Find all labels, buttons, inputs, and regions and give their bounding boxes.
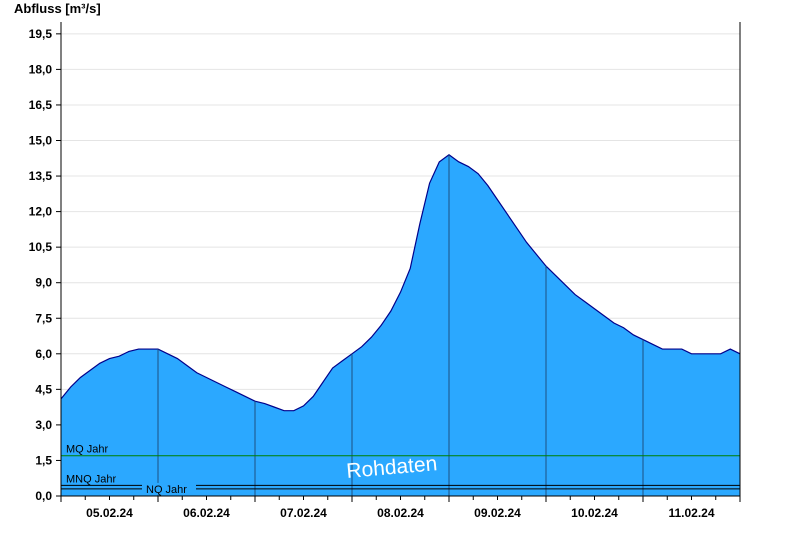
reference-lines: MQ Jahr MNQ Jahr NQ Jahr (61, 444, 740, 496)
x-tick-label-6: 11.02.24 (668, 506, 714, 520)
y-tick-label-8: 12,0 (29, 205, 53, 219)
x-tick-label-2: 07.02.24 (280, 506, 327, 520)
x-tick-label-3: 08.02.24 (377, 506, 424, 520)
y-tick-label-0: 0,0 (35, 489, 52, 503)
y-axis-label: Abfluss [m³/s] (14, 1, 101, 16)
y-tick-label-11: 16,5 (29, 98, 53, 112)
y-tick-label-3: 4,5 (35, 382, 52, 396)
axes: 0,0 1,5 3,0 4,5 6,0 7,5 9,0 10,5 12,0 13,5 15,0 16,… (29, 22, 741, 520)
ref-label-nq-jahr: NQ Jahr (146, 484, 187, 496)
ref-label-mnq-jahr: MNQ Jahr (66, 473, 116, 485)
x-tick-label-4: 09.02.24 (474, 506, 521, 520)
day-separators (157, 154, 644, 496)
x-tick-label-0: 05.02.24 (86, 506, 133, 520)
x-tick-label-1: 06.02.24 (183, 506, 230, 520)
y-tick-label-2: 3,0 (35, 418, 52, 432)
y-tick-label-13: 19,5 (29, 27, 53, 41)
y-tick-label-7: 10,5 (29, 240, 53, 254)
y-tick-label-4: 6,0 (35, 347, 52, 361)
y-tick-label-12: 18,0 (29, 62, 53, 76)
y-tick-label-6: 9,0 (35, 276, 52, 290)
discharge-line (60, 153, 741, 412)
y-tick-label-5: 7,5 (35, 311, 52, 325)
discharge-area (61, 154, 740, 496)
ref-label-mq-jahr: MQ Jahr (66, 444, 109, 456)
x-tick-label-5: 10.02.24 (571, 506, 618, 520)
y-tick-label-10: 15,0 (29, 134, 53, 148)
y-tick-label-9: 13,5 (29, 169, 53, 183)
ref-label-bg-nq-jahr (142, 482, 196, 495)
y-tick-label-1: 1,5 (35, 453, 52, 467)
